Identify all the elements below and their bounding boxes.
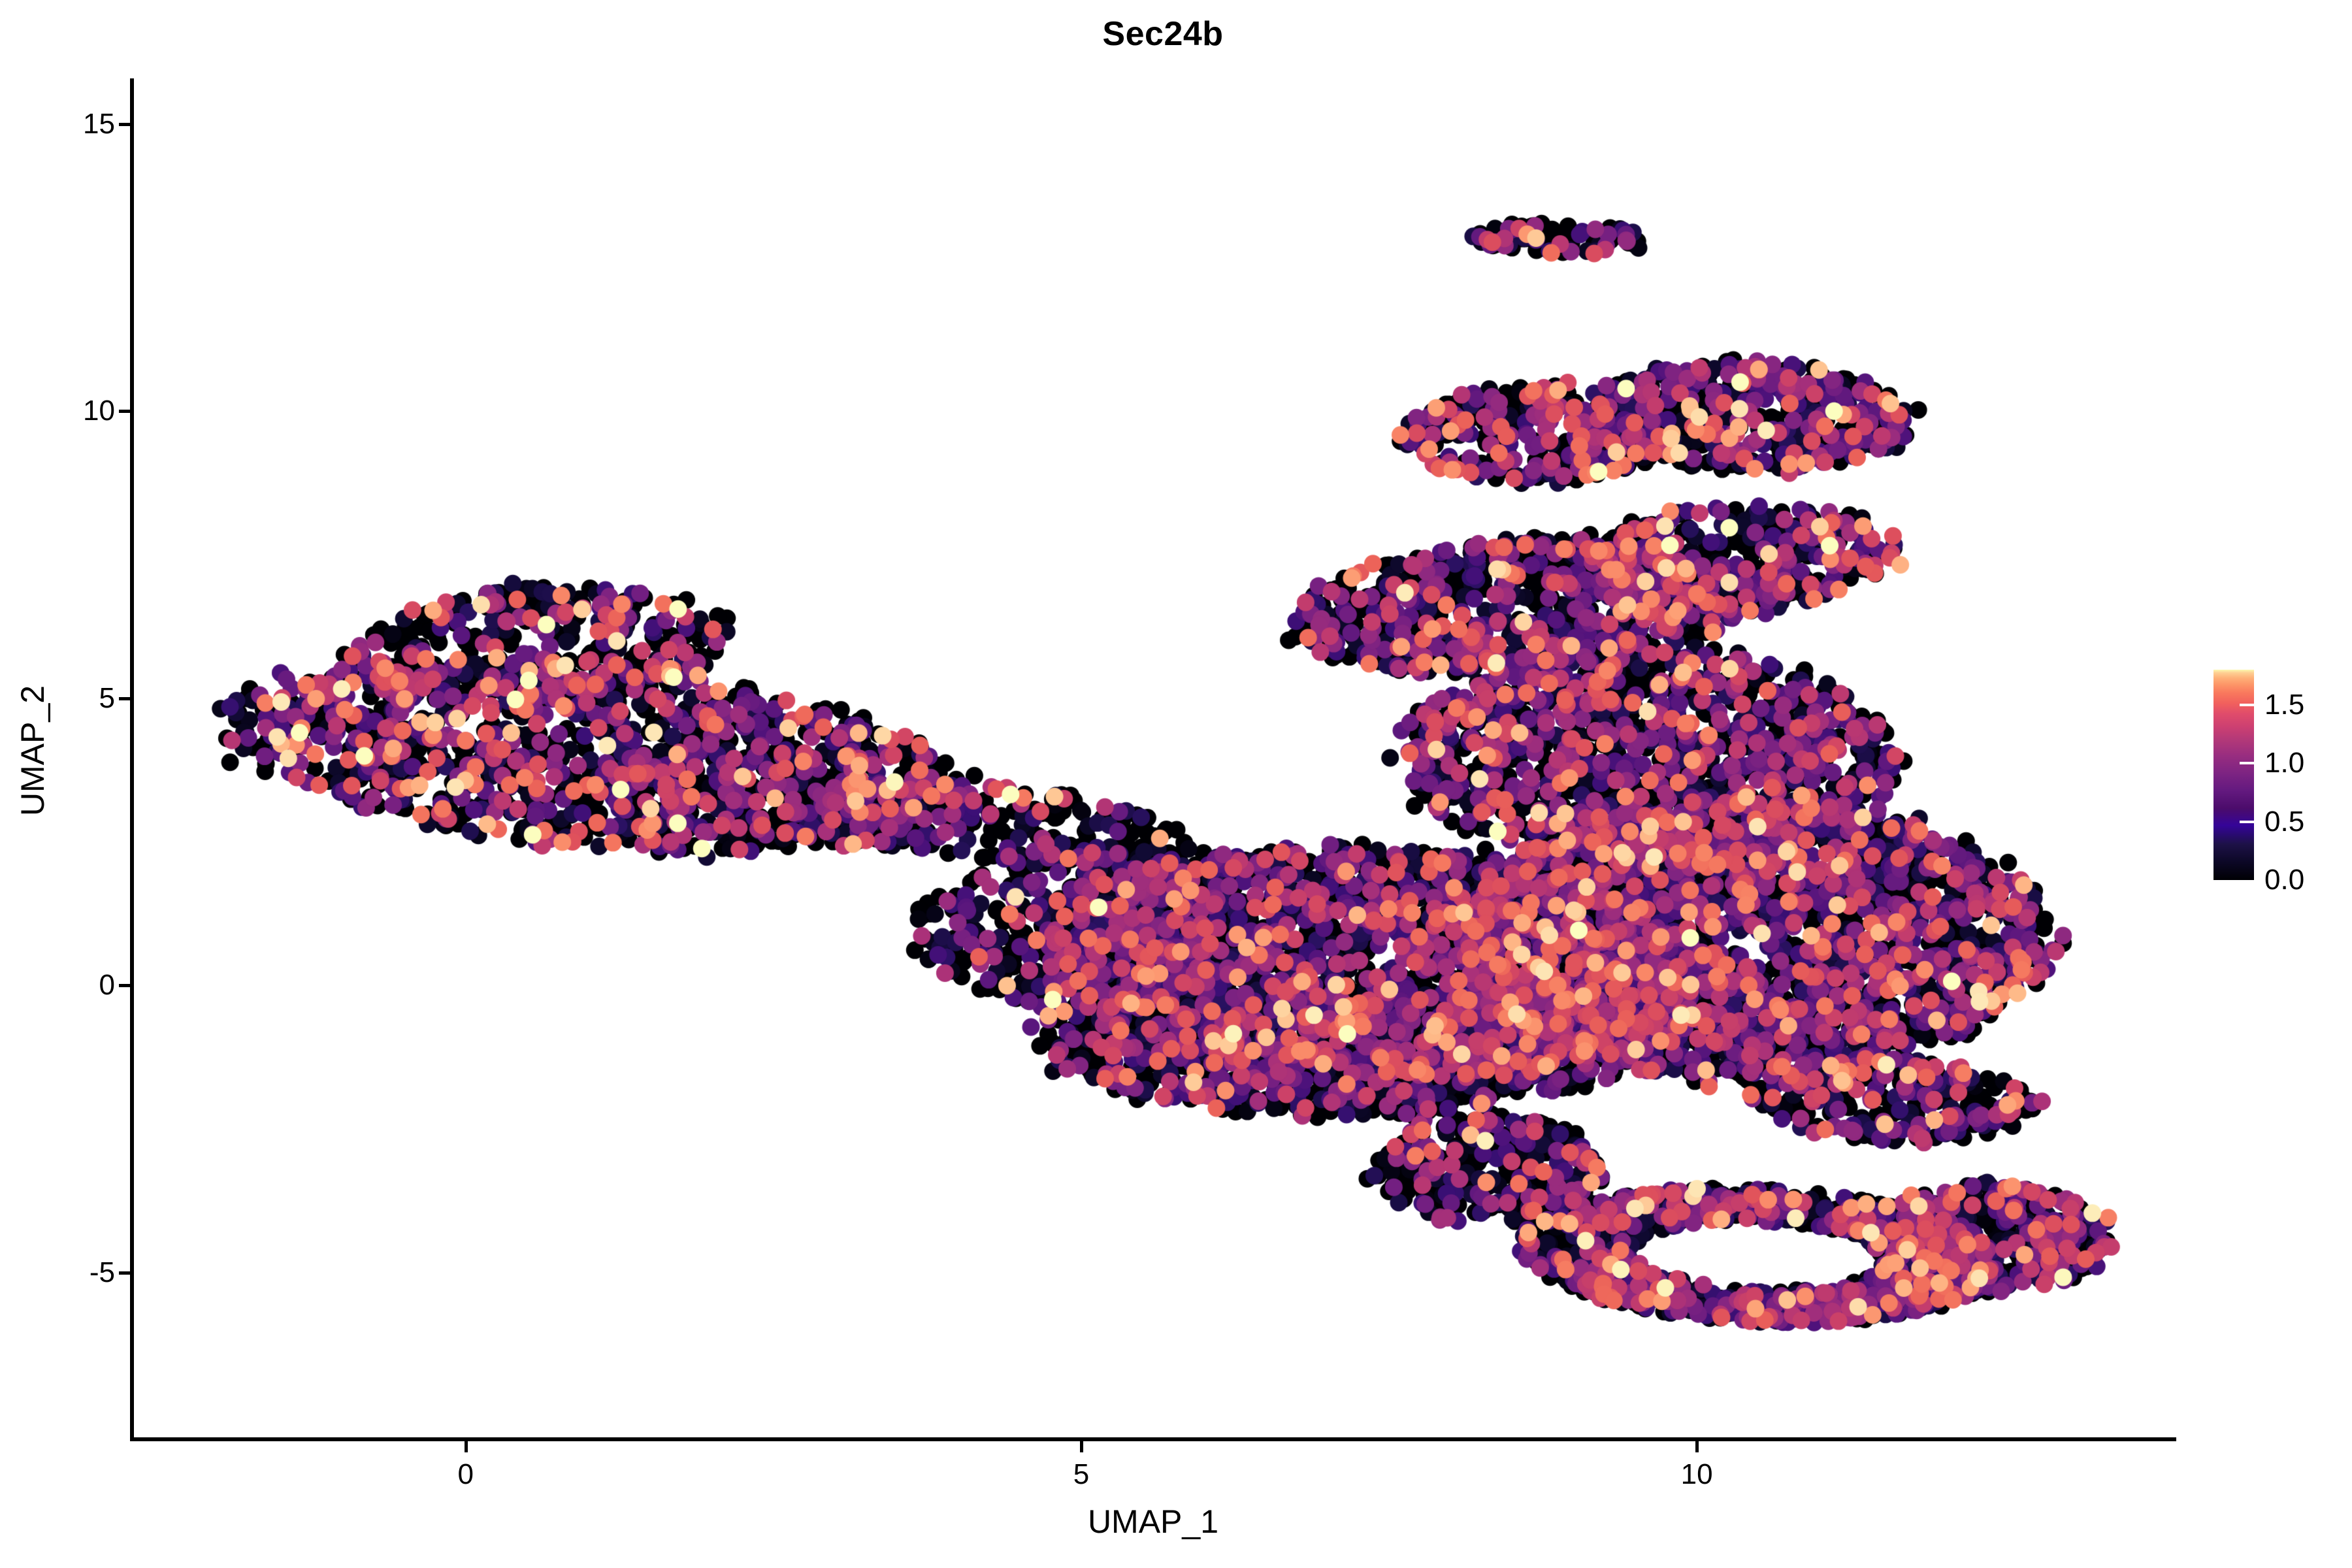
x-axis-title: UMAP_1	[1087, 1503, 1219, 1540]
y-tick-mark	[119, 1271, 130, 1275]
colorbar-tick-label: 1.0	[2264, 747, 2305, 779]
colorbar-tick-label: 0.5	[2264, 805, 2305, 838]
x-tick-mark	[1079, 1441, 1083, 1452]
y-tick-mark	[119, 410, 130, 414]
y-tick-label: 15	[83, 107, 115, 140]
colorbar-tick-label: 1.5	[2264, 688, 2305, 721]
colorbar-tick-label: 0.0	[2264, 864, 2305, 896]
x-axis-line	[130, 1437, 2176, 1441]
colorbar-tick-mark	[2240, 703, 2254, 706]
y-axis-title: UMAP_2	[14, 685, 51, 817]
x-tick-mark	[1695, 1441, 1699, 1452]
y-tick-mark	[119, 984, 130, 988]
x-tick-label: 5	[1073, 1458, 1090, 1490]
y-tick-label: 10	[83, 395, 115, 427]
colorbar-gradient	[2213, 670, 2254, 880]
y-axis-line	[130, 78, 134, 1441]
colorbar-tick-mark	[2240, 762, 2254, 765]
x-tick-label: 0	[457, 1458, 474, 1490]
y-tick-label: -5	[89, 1256, 115, 1289]
x-tick-mark	[464, 1441, 468, 1452]
colorbar-tick-mark	[2240, 820, 2254, 823]
x-tick-label: 10	[1680, 1458, 1713, 1490]
y-tick-mark	[119, 122, 130, 126]
y-tick-label: 0	[99, 969, 115, 1002]
plot-panel	[133, 84, 2177, 1439]
y-tick-mark	[119, 696, 130, 700]
scatter-points-layer	[133, 84, 2177, 1439]
page-title: Sec24b	[1102, 15, 1224, 53]
y-tick-label: 5	[99, 681, 115, 714]
